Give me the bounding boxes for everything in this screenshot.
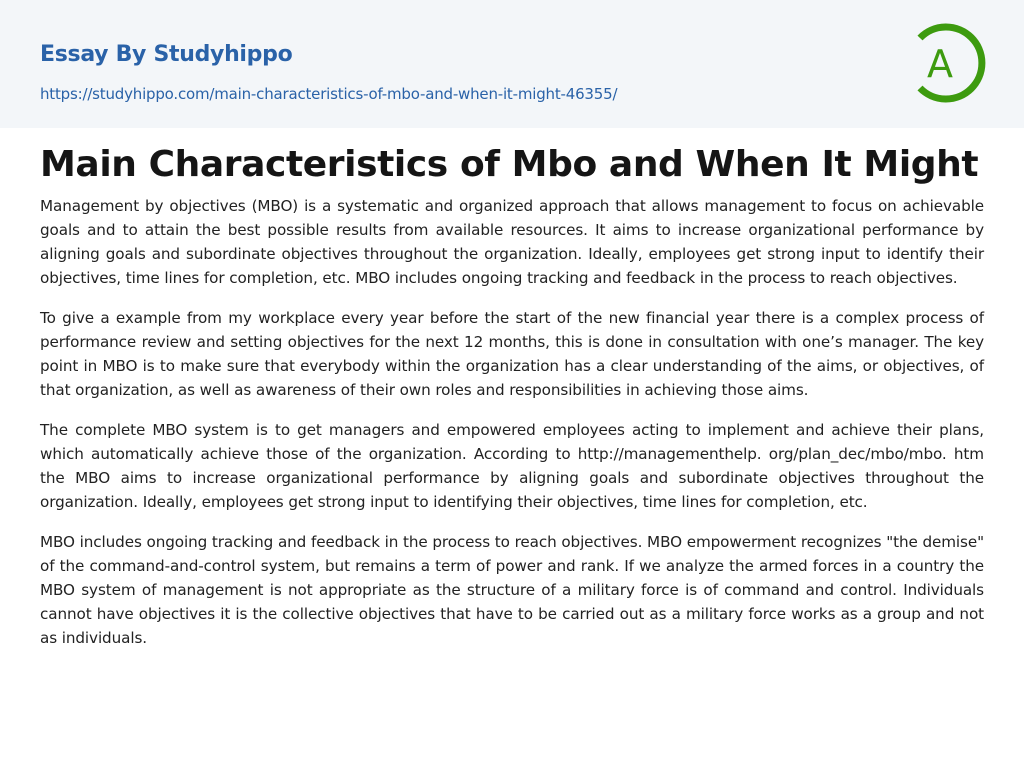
paragraph: The complete MBO system is to get manage…	[40, 421, 984, 511]
logo-letter: A	[927, 42, 953, 86]
studyhippo-logo-icon[interactable]: A	[906, 20, 986, 106]
brand-title[interactable]: Essay By Studyhippo	[40, 42, 293, 67]
page-title: Main Characteristics of Mbo and When It …	[40, 144, 979, 185]
site-header: Essay By Studyhippo https://studyhippo.c…	[0, 0, 1024, 128]
paragraph: To give a example from my workplace ever…	[40, 309, 984, 399]
article-body: Management by objectives (MBO) is a syst…	[40, 194, 984, 666]
paragraph: MBO includes ongoing tracking and feedba…	[40, 533, 984, 647]
paragraph: Management by objectives (MBO) is a syst…	[40, 197, 984, 287]
essay-url-link[interactable]: https://studyhippo.com/main-characterist…	[40, 85, 618, 103]
